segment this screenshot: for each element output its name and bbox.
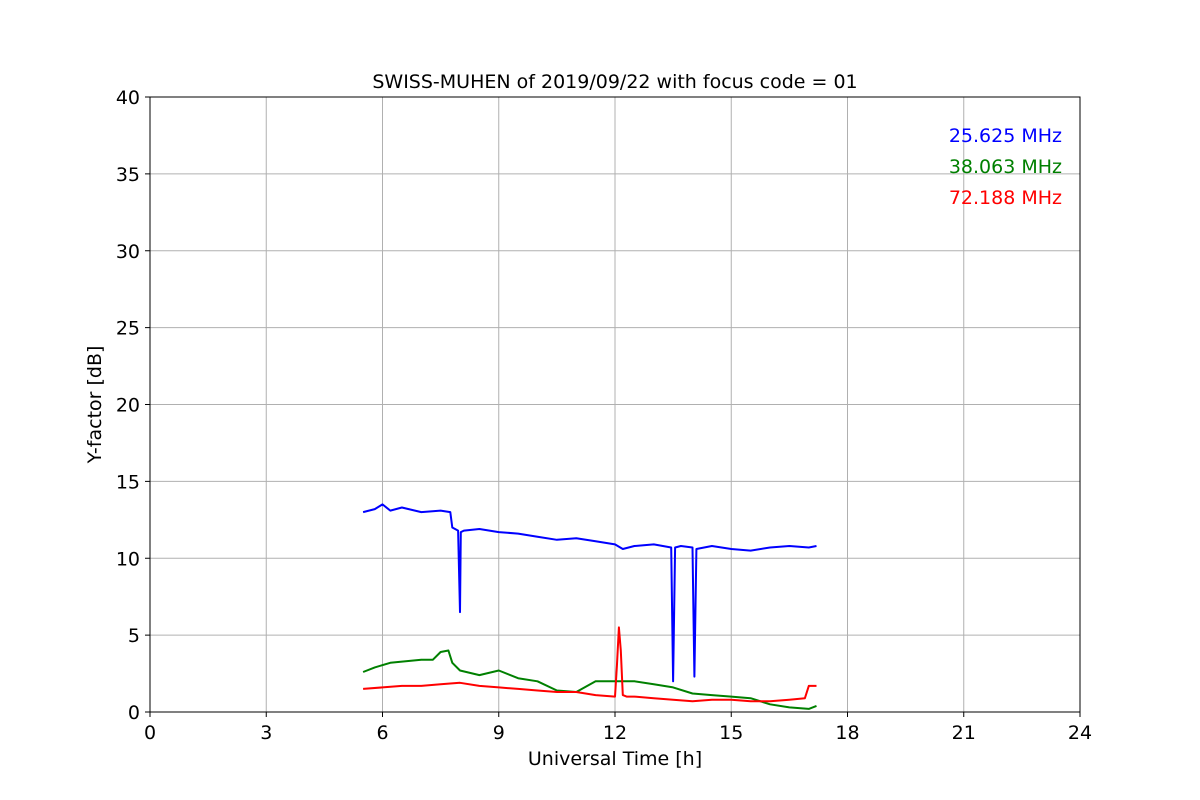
legend-entry: 38.063 MHz <box>949 156 1062 178</box>
x-tick-label: 18 <box>835 722 859 744</box>
x-tick-label: 0 <box>144 722 156 744</box>
x-tick-label: 15 <box>719 722 743 744</box>
x-tick-label: 9 <box>493 722 505 744</box>
y-tick-label: 0 <box>128 702 140 724</box>
x-tick-label: 12 <box>603 722 627 744</box>
series-line-2 <box>362 649 817 710</box>
x-axis-label: Universal Time [h] <box>528 748 702 770</box>
y-tick-label: 15 <box>116 471 140 493</box>
x-tick-label: 3 <box>260 722 272 744</box>
y-tick-label: 40 <box>116 87 140 109</box>
legend: 25.625 MHz 38.063 MHz 72.188 MHz <box>949 125 1062 209</box>
y-tick-label: 35 <box>116 164 140 186</box>
y-tick-label: 20 <box>116 395 140 417</box>
y-axis-label: Y-factor [dB] <box>84 346 106 465</box>
y-tick-label: 5 <box>128 625 140 647</box>
series-line-3 <box>363 626 817 703</box>
data-series <box>362 503 817 710</box>
axis-ticks: 0 3 6 9 12 15 18 21 24 0 5 10 15 20 25 30 35 40 <box>116 87 1092 744</box>
series-line-1 <box>362 503 817 683</box>
chart-title: SWISS-MUHEN of 2019/09/22 with focus cod… <box>372 71 857 93</box>
y-tick-label: 10 <box>116 548 140 570</box>
x-tick-label: 21 <box>952 722 976 744</box>
legend-entry: 25.625 MHz <box>949 125 1062 147</box>
x-tick-label: 24 <box>1068 722 1092 744</box>
y-tick-label: 30 <box>116 241 140 263</box>
x-tick-label: 6 <box>376 722 388 744</box>
legend-entry: 72.188 MHz <box>949 187 1062 209</box>
y-tick-label: 25 <box>116 318 140 340</box>
